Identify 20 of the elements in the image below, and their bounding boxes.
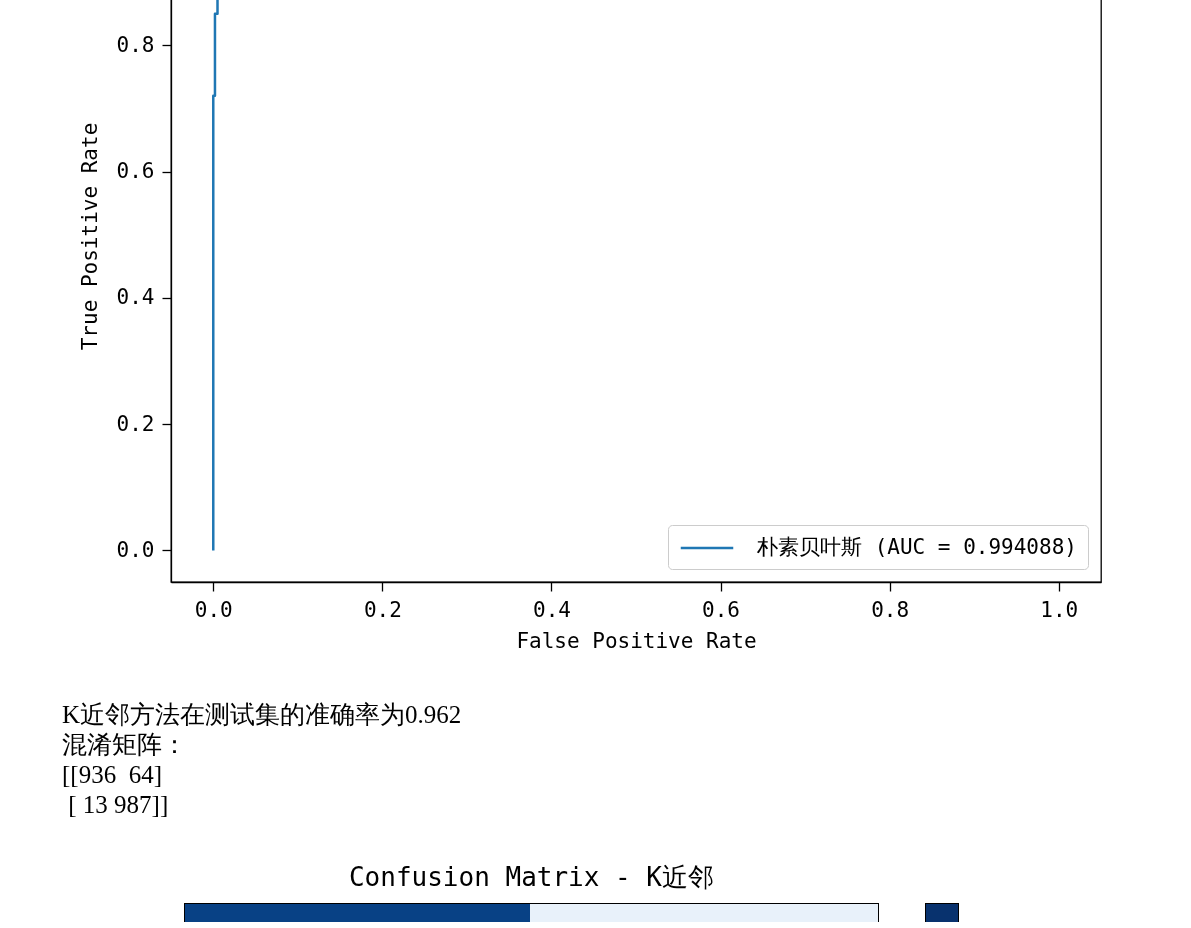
text: [ 13 987]] xyxy=(67,790,170,820)
x-tick-label: 1.0 xyxy=(1040,597,1079,622)
line-series xyxy=(212,0,219,552)
text: 混淆矩阵： xyxy=(62,730,188,760)
x-axis-title: False Positive Rate xyxy=(516,628,757,653)
text: K近邻方法在测试集的准确率为0.962 xyxy=(62,700,462,730)
x-tick-label: 0.8 xyxy=(871,597,910,622)
legend-label: 朴素贝叶斯 (AUC = 0.994088) xyxy=(756,535,1077,559)
y-tick-label: 0.8 xyxy=(116,32,155,57)
text: Confusion Matrix - K近邻 xyxy=(347,862,716,892)
x-tick-label: 0.4 xyxy=(532,597,571,622)
x-tick-label: 0.0 xyxy=(194,597,233,622)
y-tick-label: 0.4 xyxy=(116,285,155,310)
x-tick-label: 0.2 xyxy=(363,597,402,622)
y-tick-label: 0.6 xyxy=(116,159,155,184)
text: [[936 64] xyxy=(62,760,163,790)
y-axis-title: True Positive Rate xyxy=(77,122,102,351)
y-tick-label: 0.2 xyxy=(116,411,155,436)
y-tick-label: 0.0 xyxy=(116,537,155,562)
x-tick-label: 0.6 xyxy=(702,597,741,622)
